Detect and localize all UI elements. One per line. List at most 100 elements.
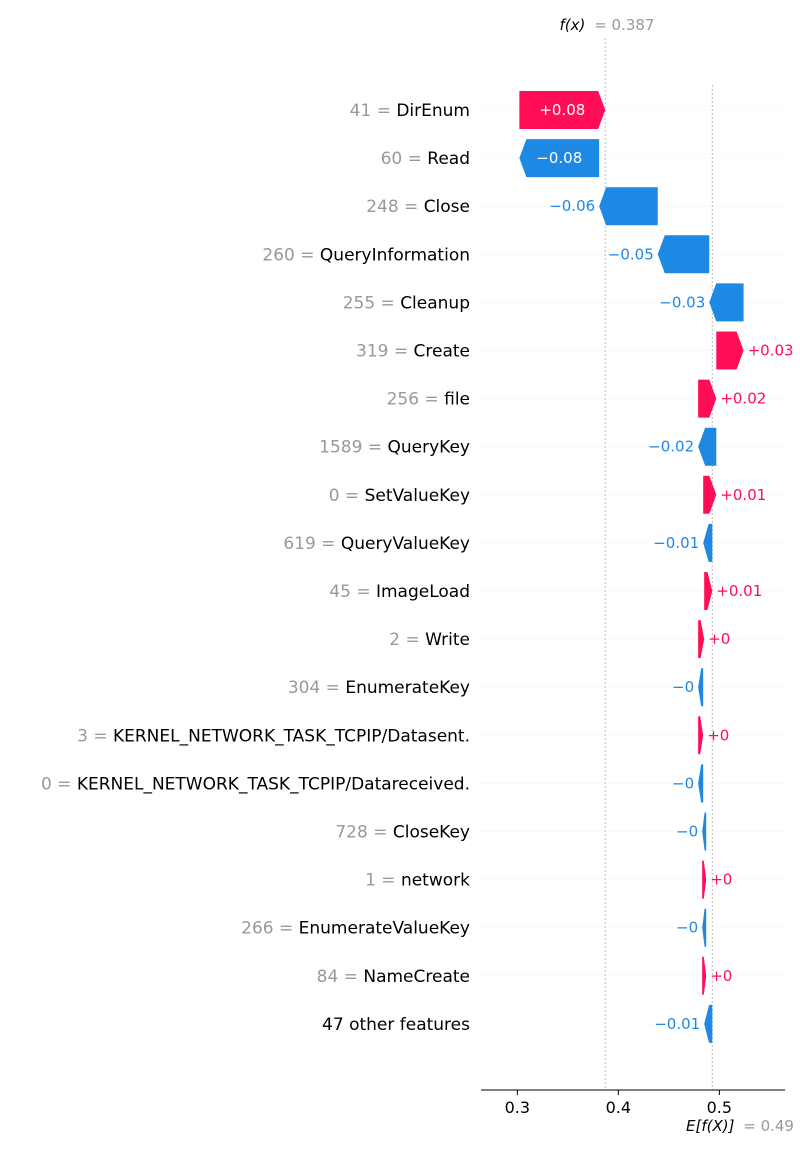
feature-value: 45 = <box>329 582 376 602</box>
feature-value: 1589 = <box>319 438 387 458</box>
feature-label: 619 = QueryValueKey <box>283 534 470 554</box>
feature-label: 266 = EnumerateValueKey <box>241 919 470 939</box>
feature-name: DirEnum <box>396 101 470 121</box>
x-axis: 0.3 0.4 0.5 <box>481 1089 785 1117</box>
row-gridlines <box>481 109 785 1025</box>
feature-label: 1 = network <box>365 871 470 891</box>
feature-name: Read <box>427 149 470 169</box>
feature-value: 248 = <box>366 197 424 217</box>
bar-negative <box>704 1004 713 1043</box>
feature-name: Create <box>414 342 471 362</box>
feature-value: 260 = <box>262 245 320 265</box>
bar-negative <box>709 283 744 322</box>
feature-name: ImageLoad <box>376 582 470 602</box>
feature-value: 728 = <box>335 823 393 843</box>
bar-value-label: +0 <box>708 630 730 648</box>
bar-value-label: +0.01 <box>720 486 766 504</box>
bar-value-label: +0 <box>710 871 732 889</box>
bar-positive <box>703 475 717 514</box>
feature-name: EnumerateValueKey <box>299 919 470 939</box>
feature-value: 0 = <box>329 486 365 506</box>
bar-value-label: −0.02 <box>648 438 694 456</box>
bar-negative <box>599 187 658 226</box>
bar-value-label: −0 <box>676 823 698 841</box>
feature-value: 619 = <box>283 534 341 554</box>
bar-positive <box>698 620 705 659</box>
bar-positive <box>716 331 744 370</box>
feature-name: NameCreate <box>363 967 470 987</box>
bar-value-label: −0.01 <box>654 1015 700 1033</box>
feature-label: 255 = Cleanup <box>343 293 470 313</box>
base-value: = 0.49 <box>743 1117 794 1135</box>
base-label: E[f(X)] <box>686 1117 735 1135</box>
bar-negative <box>702 812 707 851</box>
feature-name: KERNEL_NETWORK_TASK_TCPIP/Datasent. <box>113 726 470 746</box>
x-tick-label: 0.5 <box>707 1098 732 1117</box>
feature-name: EnumerateKey <box>345 678 470 698</box>
feature-value: 41 = <box>350 101 397 121</box>
reference-lines <box>604 38 713 1090</box>
bar-value-label: +0 <box>707 726 729 744</box>
feature-value: 255 = <box>343 293 401 313</box>
feature-label: 260 = QueryInformation <box>262 245 470 265</box>
feature-value: 3 = <box>77 726 113 746</box>
feature-name: QueryValueKey <box>341 534 470 554</box>
bar-value-label: −0.01 <box>653 534 699 552</box>
bar-value-label: +0.01 <box>716 582 762 600</box>
feature-name: Write <box>425 630 470 650</box>
bar-negative <box>703 523 713 562</box>
bar-value-label: −0 <box>672 774 694 792</box>
feature-value: 0 = <box>41 774 77 794</box>
feature-value: 84 = <box>317 967 364 987</box>
feature-name: KERNEL_NETWORK_TASK_TCPIP/Datareceived. <box>77 774 470 794</box>
feature-labels-group: 41 = DirEnum 60 = Read 248 = Close 260 = Qu… <box>41 101 470 1035</box>
feature-value: 319 = <box>356 342 414 362</box>
x-tick-label: 0.3 <box>505 1098 530 1117</box>
bar-negative <box>698 668 704 707</box>
fx-annotation: f(x) = 0.387 <box>560 16 655 34</box>
bar-value-label: −0 <box>672 678 694 696</box>
bar-value-label: +0.02 <box>720 390 766 408</box>
feature-label: 248 = Close <box>366 197 470 217</box>
feature-name: network <box>401 871 470 891</box>
feature-value: 1 = <box>365 871 401 891</box>
feature-label: 3 = KERNEL_NETWORK_TASK_TCPIP/Datasent. <box>77 726 470 746</box>
bar-positive <box>698 716 704 755</box>
bar-positive <box>704 572 713 610</box>
feature-value: 266 = <box>241 919 299 939</box>
bar-negative <box>519 139 600 178</box>
feature-label: 60 = Read <box>381 149 470 169</box>
bar-negative <box>698 427 717 466</box>
bar-positive <box>702 956 707 995</box>
fx-label: f(x) <box>560 16 586 34</box>
feature-name: 47 other features <box>322 1015 470 1035</box>
bar-positive <box>702 860 707 899</box>
bar-value-label: −0.06 <box>549 197 595 215</box>
feature-label: 728 = CloseKey <box>335 823 470 843</box>
bar-value-label: −0.08 <box>536 149 582 167</box>
bars-group: +0.08 −0.08 −0.06 −0.05 −0.03 +0.03 +0.02 −0.02… <box>519 91 794 1043</box>
fx-value: = 0.387 <box>594 16 654 34</box>
feature-value: 2 = <box>389 630 425 650</box>
feature-value: 304 = <box>288 678 346 698</box>
feature-label: 84 = NameCreate <box>317 967 470 987</box>
feature-label: 1589 = QueryKey <box>319 438 470 458</box>
feature-name: SetValueKey <box>365 486 470 506</box>
bar-negative <box>702 908 707 947</box>
feature-label: 304 = EnumerateKey <box>288 678 470 698</box>
feature-label: 0 = KERNEL_NETWORK_TASK_TCPIP/Datareceiv… <box>41 774 470 794</box>
feature-value: 60 = <box>381 149 428 169</box>
feature-name: Cleanup <box>400 293 470 313</box>
feature-label: 256 = file <box>387 390 470 410</box>
x-tick-label: 0.4 <box>606 1098 631 1117</box>
feature-label: 45 = ImageLoad <box>329 582 470 602</box>
feature-name: QueryKey <box>388 438 471 458</box>
feature-label: 319 = Create <box>356 342 470 362</box>
bar-negative <box>698 764 704 803</box>
feature-label: 41 = DirEnum <box>350 101 470 121</box>
bar-value-label: +0.08 <box>539 101 585 119</box>
feature-name: file <box>444 390 470 410</box>
feature-label: 2 = Write <box>389 630 470 650</box>
feature-value: 256 = <box>387 390 445 410</box>
